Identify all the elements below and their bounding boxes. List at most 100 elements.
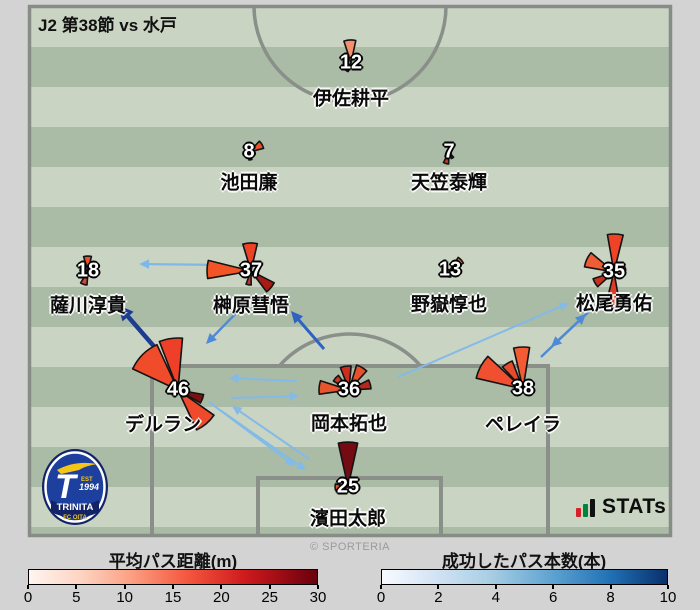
pass-arrow — [397, 305, 562, 378]
badge-year: 1994 — [79, 482, 99, 492]
pass-direction-wedge — [332, 374, 350, 391]
pass-arrow — [211, 306, 243, 339]
player-name: 松尾勇佑 — [575, 293, 653, 315]
player-number: 38 — [511, 377, 535, 400]
legend-count-colorbar — [381, 569, 668, 585]
pass-direction-wedge — [206, 259, 252, 280]
player-name: 岡本拓也 — [310, 413, 388, 435]
pass-direction-wedge — [242, 242, 259, 272]
stats-logo-text: STATs — [602, 495, 667, 518]
legend-tick-mark — [75, 585, 78, 589]
legend-tick-mark — [123, 585, 126, 589]
legend-tick-label: 6 — [549, 589, 558, 606]
legend-tick-label: 5 — [72, 589, 81, 606]
pass-direction-wedge — [248, 140, 265, 153]
stats-bar-chart-icon — [576, 499, 595, 517]
legend-distance-title: 平均パス距離(m) — [108, 552, 238, 571]
pass-arrow — [237, 377, 298, 382]
pass-direction-wedge — [348, 379, 372, 391]
pass-direction-wedge — [583, 251, 615, 273]
player-name: 薩川淳貴 — [49, 295, 127, 317]
legend-tick-mark — [27, 585, 29, 589]
player-number: 13 — [438, 258, 462, 281]
pass-arrowhead — [289, 391, 299, 401]
badge-swoosh — [57, 462, 97, 474]
pass-arrow — [219, 409, 300, 466]
pass-arrowhead — [295, 460, 306, 470]
pass-direction-wedge — [512, 346, 531, 390]
pass-arrow — [297, 318, 326, 350]
pass-arrowhead — [118, 305, 134, 322]
pass-direction-wedge — [250, 270, 275, 293]
pass-direction-wedge — [343, 39, 357, 64]
pass-direction-wedge — [82, 255, 93, 272]
player-number: 35 — [602, 260, 626, 283]
player-name: 池田廉 — [220, 172, 278, 194]
player-name: 伊佐耕平 — [312, 88, 390, 110]
pass-arrow — [230, 395, 291, 399]
legend-tick-label: 20 — [212, 589, 230, 606]
pass-arrowhead — [284, 456, 295, 466]
legend-tick-label: 30 — [309, 589, 327, 606]
pass-arrowhead — [139, 259, 150, 269]
pass-direction-wedge — [337, 441, 359, 488]
legend-tick-mark — [220, 585, 223, 589]
pass-direction-wedge — [606, 233, 624, 273]
legend-tick-mark — [437, 585, 440, 589]
pass-direction-wedge — [344, 62, 352, 73]
legend-tick-label: 0 — [23, 589, 33, 606]
player-name: ペレイラ — [484, 414, 562, 436]
pass-direction-wedge — [339, 365, 352, 391]
pass-direction-wedge — [592, 271, 615, 288]
match-title: J2 第38節 vs 水戸 — [38, 16, 177, 35]
penalty-spot — [347, 425, 353, 431]
pass-direction-wedge — [613, 265, 627, 273]
pass-direction-wedge — [79, 270, 89, 286]
pass-direction-wedge — [448, 151, 455, 160]
pass-arrowhead — [229, 373, 239, 383]
pass-arrow — [238, 410, 310, 460]
pass-arrowhead — [551, 336, 563, 347]
player-name: デルラン — [124, 414, 202, 436]
pass-direction-wedge — [248, 151, 253, 161]
player-number: 12 — [339, 51, 363, 74]
player-number: 8 — [243, 140, 255, 163]
stats-logo: STATs — [576, 496, 666, 517]
copyright-text: © SPORTERIA — [309, 541, 391, 553]
stats-icon-bar — [576, 508, 581, 517]
pass-direction-wedge — [501, 360, 524, 390]
badge-band — [51, 500, 99, 518]
pass-direction-wedge — [475, 355, 524, 390]
pitch-border — [27, 4, 673, 538]
pass-arrows-layer — [118, 259, 596, 470]
legend-tick-label: 8 — [606, 589, 615, 606]
pass-arrow — [557, 305, 596, 342]
legend-tick-label: 4 — [491, 589, 500, 606]
legend-tick-mark — [380, 585, 382, 589]
pass-direction-wedge — [177, 389, 215, 431]
player-name: 天笠泰輝 — [410, 172, 488, 194]
legend-tick-label: 10 — [659, 589, 677, 606]
legend-tick-label: 25 — [261, 589, 278, 606]
pass-arrowhead — [558, 302, 569, 311]
legend-tick-mark — [268, 585, 271, 589]
pass-arrow — [125, 314, 160, 353]
pass-direction-wedge — [513, 388, 524, 394]
pass-direction-wedge — [442, 151, 450, 165]
pass-direction-wedge — [158, 337, 184, 391]
legend-tick-mark — [609, 585, 612, 589]
pass-direction-wedge — [79, 266, 89, 272]
pass-direction-wedge — [334, 483, 349, 491]
player-name: 野嶽惇也 — [410, 294, 488, 316]
legend-distance-colorbar — [28, 569, 318, 585]
stats-icon-bar — [583, 504, 588, 517]
legend-tick-mark — [494, 585, 497, 589]
player-number: 7 — [443, 140, 455, 163]
player-number: 37 — [239, 259, 263, 282]
badge-name: TRINITA — [57, 502, 94, 513]
pass-wedges-layer — [79, 39, 627, 491]
pass-direction-wedge — [177, 389, 205, 404]
player-name: 榊原彗悟 — [212, 295, 290, 317]
pass-direction-wedge — [604, 271, 622, 309]
